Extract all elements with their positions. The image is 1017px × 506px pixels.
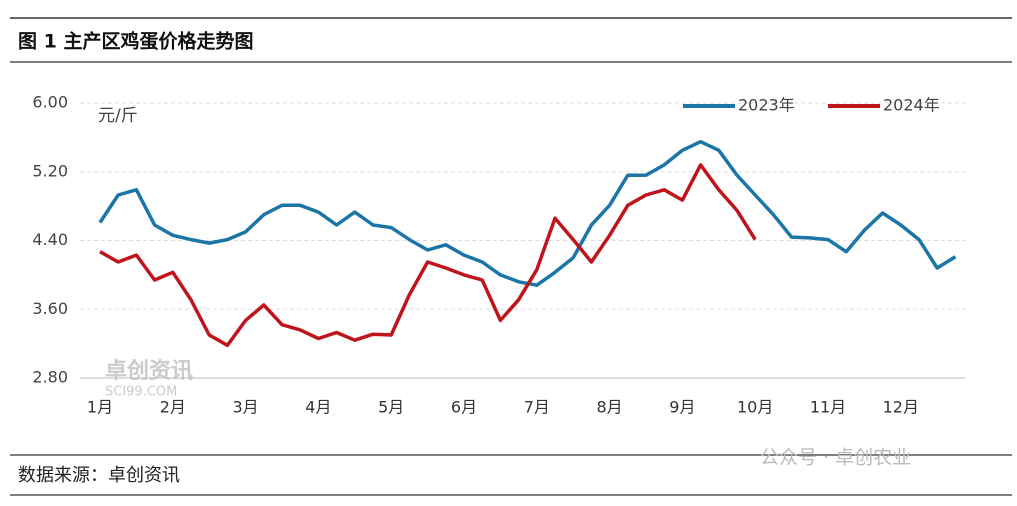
watermark-site: SCI99.COM — [105, 385, 177, 400]
source: 数据来源：卓创资讯 — [18, 465, 180, 486]
x-tick-label: 11月 — [810, 398, 846, 417]
x-tick-label: 7月 — [524, 398, 550, 417]
x-tick-label: 10月 — [737, 398, 773, 417]
x-tick-label: 9月 — [669, 398, 695, 417]
legend-label: 2024年 — [883, 96, 940, 115]
x-tick-label: 6月 — [451, 398, 477, 417]
y-tick-label: 3.60 — [32, 299, 68, 318]
x-tick-label: 5月 — [378, 398, 404, 417]
series-line — [98, 139, 957, 287]
x-tick-label: 8月 — [597, 398, 623, 417]
watermark: 卓创资讯 — [105, 359, 193, 384]
y-tick-label: 4.40 — [32, 230, 68, 249]
x-tick-label: 3月 — [233, 398, 259, 417]
x-tick-label: 12月 — [883, 398, 919, 417]
legend-label: 2023年 — [738, 96, 795, 115]
x-tick-label: 4月 — [305, 398, 331, 417]
y-tick-label: 6.00 — [32, 93, 68, 112]
y-unit: 元/斤 — [98, 106, 138, 126]
figure-title: 图 1 主产区鸡蛋价格走势图 — [18, 30, 253, 53]
x-tick-label: 2月 — [160, 398, 186, 417]
account: 公众号 · 卓创农业 — [760, 447, 911, 469]
x-tick-label: 1月 — [87, 398, 113, 417]
y-tick-label: 2.80 — [32, 368, 68, 387]
series-line — [99, 163, 757, 348]
y-tick-label: 5.20 — [32, 161, 68, 180]
